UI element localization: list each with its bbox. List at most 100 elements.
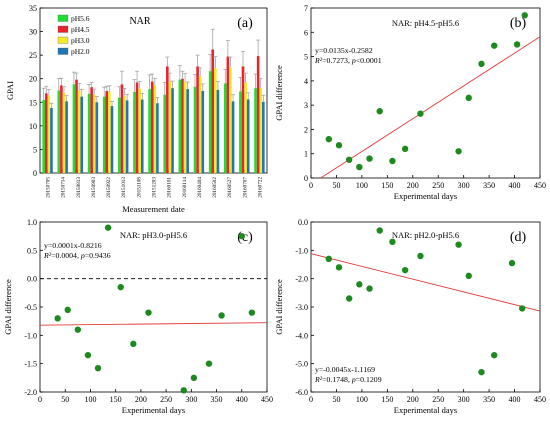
bar: [214, 68, 217, 173]
data-point: [94, 365, 102, 372]
y-tick-label: 20: [29, 75, 37, 84]
chart-title: NAR: [129, 16, 150, 27]
data-point: [248, 309, 256, 316]
x-tick-label: 100: [356, 181, 368, 190]
x-tick-label: 50: [61, 395, 69, 404]
data-point: [478, 368, 485, 376]
bar: [65, 101, 68, 173]
plot-frame: [310, 7, 541, 179]
bar: [77, 90, 81, 173]
x-tick-label: 20160707: [242, 177, 248, 198]
bar: [57, 90, 61, 173]
data-point: [335, 264, 343, 271]
bar: [244, 82, 247, 173]
x-tick-label: 450: [534, 395, 546, 404]
legend-label: pH4.5: [71, 25, 90, 34]
bar: [166, 66, 169, 173]
x-tick-label: 0: [309, 395, 313, 404]
bar: [262, 101, 265, 173]
bar: [90, 87, 93, 173]
x-tick-label: 350: [211, 395, 223, 404]
data-point: [376, 108, 383, 115]
y-axis-label: GPAI difference: [3, 279, 13, 335]
bar: [198, 76, 202, 173]
data-point: [130, 340, 137, 348]
bar: [163, 94, 167, 173]
y-tick-label: 3: [304, 101, 308, 110]
bar: [153, 85, 157, 173]
bar: [186, 89, 189, 173]
bar: [140, 99, 144, 173]
bar: [211, 49, 215, 173]
data-point: [478, 60, 485, 68]
bar: [42, 99, 45, 173]
x-tick-label: 20150922: [106, 177, 112, 198]
data-point: [401, 145, 409, 153]
data-point: [180, 387, 187, 394]
y-tick-label: -3.0: [295, 303, 308, 312]
bar: [92, 94, 96, 173]
x-tick-label: 250: [160, 395, 172, 404]
regression-equation: y=0.0001x-0.8216: [44, 241, 102, 250]
x-tick-label: 450: [534, 181, 546, 190]
x-tick-label: 300: [458, 395, 470, 404]
y-axis-label: GPAI difference: [274, 65, 284, 121]
regression-stats: R²=0.7273, p<0.0001: [314, 56, 382, 65]
data-point: [508, 259, 516, 267]
y-tick-label: 2: [304, 125, 308, 134]
bar: [181, 78, 184, 173]
x-tick-label: 20160404: [197, 177, 203, 198]
x-tick-label: 20150903: [91, 177, 97, 198]
y-tick-label: 0: [33, 169, 37, 178]
bar: [123, 95, 126, 173]
y-tick-label: 10: [29, 122, 37, 131]
y-tick-label: 4: [304, 77, 308, 86]
x-tick-label: 200: [407, 395, 419, 404]
data-point: [455, 148, 462, 155]
x-tick-label: 20160527: [227, 177, 233, 198]
x-axis-label: Experimental days: [394, 191, 458, 201]
x-axis-label: Experimental days: [122, 405, 186, 415]
data-point: [117, 283, 124, 291]
data-point: [325, 135, 333, 143]
x-tick-label: 150: [110, 395, 122, 404]
data-point: [325, 255, 333, 263]
x-tick-label: 50: [332, 181, 340, 190]
data-point: [513, 41, 521, 48]
y-tick-label: -1.5: [24, 360, 37, 369]
x-tick-label: 20150705: [46, 177, 52, 198]
regression-equation: y=0.0135x-0.2582: [315, 46, 373, 55]
x-tick-label: 150: [381, 181, 393, 190]
bar: [50, 107, 53, 173]
bar: [47, 95, 51, 173]
data-point: [84, 351, 92, 359]
data-point: [376, 227, 383, 234]
y-tick-label: -1.0: [24, 331, 37, 340]
data-point: [345, 295, 353, 302]
y-tick-label: -5.0: [295, 360, 308, 369]
x-tick-label: 20151013: [121, 177, 127, 198]
bar: [125, 100, 129, 173]
bar: [168, 81, 172, 173]
y-tick-label: -6.0: [295, 388, 308, 397]
data-point: [145, 309, 152, 316]
bar: [183, 81, 187, 173]
y-tick-label: 5: [304, 53, 308, 62]
data-point: [356, 163, 363, 171]
bar: [208, 71, 212, 173]
data-point: [521, 12, 528, 19]
x-tick-label: 20150813: [76, 177, 82, 198]
chart-title: NAR: pH2.0-pH5.6: [392, 230, 459, 240]
bar: [171, 88, 174, 173]
data-point: [518, 305, 526, 312]
y-tick-label: -4.0: [295, 331, 308, 340]
bar: [110, 106, 114, 173]
y-tick-label: 0.5: [27, 246, 37, 255]
y-tick-label: -2.0: [24, 388, 37, 397]
legend-swatch: [57, 36, 69, 44]
bar: [87, 93, 91, 173]
bar: [259, 88, 263, 173]
y-tick-label: -1.0: [295, 246, 308, 255]
data-point: [74, 326, 82, 333]
x-tick-label: 20160502: [212, 177, 218, 198]
